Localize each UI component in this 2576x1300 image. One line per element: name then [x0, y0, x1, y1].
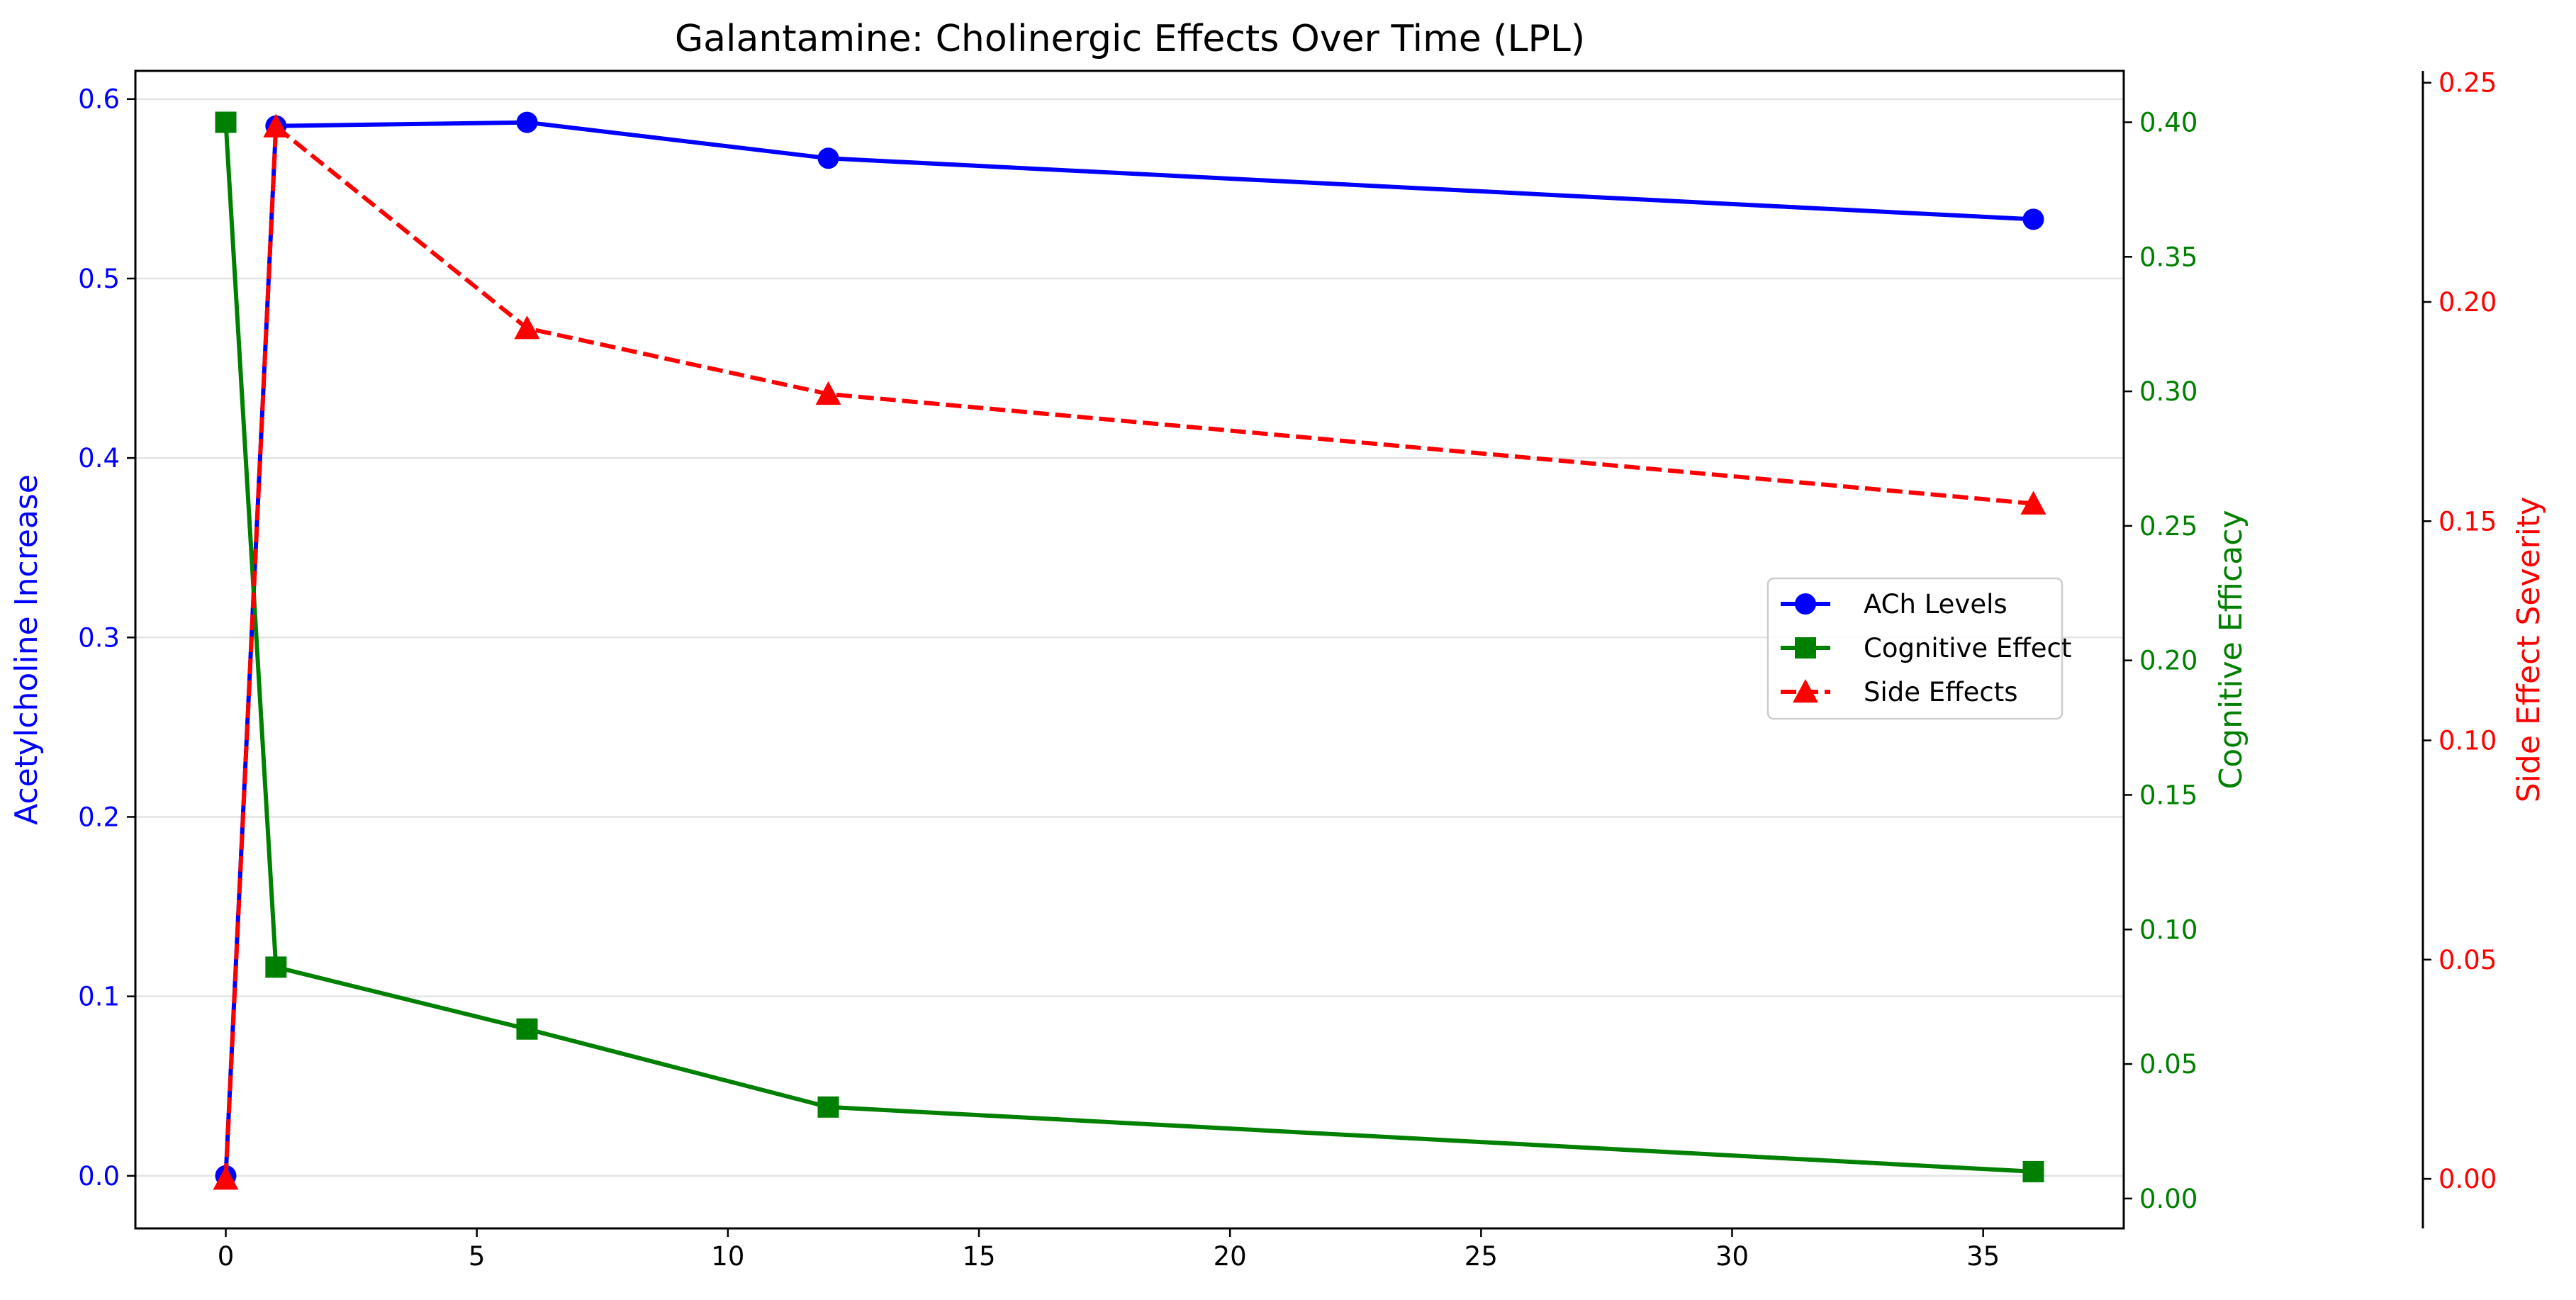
- cog-tick-label: 0.10: [2139, 914, 2197, 945]
- side-tick-label: 0.10: [2438, 726, 2497, 756]
- x-tick-label: 30: [1715, 1241, 1749, 1272]
- side-tick-label: 0.25: [2438, 68, 2497, 99]
- data-point: [2020, 491, 2046, 515]
- data-point: [2022, 1160, 2044, 1182]
- cog-tick-label: 0.35: [2139, 242, 2197, 272]
- side-tick-label: 0.20: [2438, 287, 2497, 318]
- legend: ACh Levels Cognitive Effect Side Effects: [1766, 577, 2071, 720]
- data-point: [263, 113, 289, 138]
- data-point: [215, 111, 237, 133]
- x-tick-label: 10: [711, 1241, 744, 1272]
- ach-tick-label: 0.2: [78, 802, 120, 832]
- legend-marker: [1795, 593, 1816, 615]
- ach-tick-label: 0.5: [78, 264, 120, 294]
- data-point: [817, 1096, 839, 1118]
- series-line: [223, 120, 2034, 1176]
- cog-tick-label: 0.15: [2139, 780, 2197, 810]
- cog-tick-label: 0.25: [2139, 511, 2197, 542]
- cog-tick-label: 0.30: [2139, 376, 2197, 407]
- ach-tick-label: 0.4: [78, 443, 120, 474]
- x-tick-label: 0: [218, 1241, 235, 1272]
- series-side-effects: [213, 113, 2046, 1190]
- cog-tick-label: 0.40: [2139, 108, 2197, 138]
- x-tick-label: 15: [962, 1241, 995, 1272]
- legend-marker: [1795, 637, 1816, 659]
- data-point: [265, 956, 287, 978]
- data-point: [514, 315, 540, 340]
- data-point: [516, 1018, 538, 1040]
- series-layer: [213, 111, 2046, 1190]
- cog-tick-label: 0.05: [2139, 1049, 2197, 1080]
- ach-axis-label: Acetylcholine Increase: [9, 474, 45, 825]
- plot-frame: [134, 69, 2125, 1230]
- x-tick-label: 5: [469, 1241, 486, 1272]
- axes: 0 5 10 15 20 25 30 35 0.0 0.1 0.2 0.3 0.4 0.5 0.6 Acety…: [9, 68, 2547, 1272]
- x-tick-label: 35: [1966, 1241, 2000, 1272]
- side-tick-label: 0.00: [2438, 1164, 2497, 1194]
- legend-box: [1766, 577, 2063, 720]
- cog-tick-label: 0.20: [2139, 646, 2197, 676]
- series-cognitive-effect: [215, 111, 2044, 1182]
- series-line: [223, 122, 2034, 1174]
- data-point: [213, 1166, 239, 1190]
- legend-label: Cognitive Effect: [1864, 633, 2071, 663]
- legend-label: ACh Levels: [1864, 589, 2007, 620]
- x-tick-label: 25: [1465, 1241, 1498, 1272]
- data-point: [817, 147, 839, 169]
- data-point: [2022, 208, 2044, 230]
- ach-tick-label: 0.3: [78, 622, 120, 653]
- ach-tick-label: 0.6: [78, 84, 120, 115]
- side-tick-label: 0.15: [2438, 506, 2497, 537]
- legend-marker: [1793, 679, 1818, 703]
- ach-tick-label: 0.1: [78, 982, 120, 1012]
- chart-title: Galantamine: Cholinergic Effects Over Ti…: [675, 18, 1585, 60]
- side-tick-label: 0.05: [2438, 945, 2497, 975]
- ach-tick-label: 0.0: [78, 1161, 120, 1192]
- x-tick-label: 20: [1214, 1241, 1247, 1272]
- side-axis-label: Side Effect Severity: [2511, 497, 2547, 802]
- legend-label: Side Effects: [1864, 677, 2018, 707]
- data-point: [815, 381, 841, 405]
- cog-tick-label: 0.00: [2139, 1184, 2197, 1214]
- data-point: [516, 111, 538, 133]
- cog-axis-label: Cognitive Efficacy: [2213, 510, 2249, 790]
